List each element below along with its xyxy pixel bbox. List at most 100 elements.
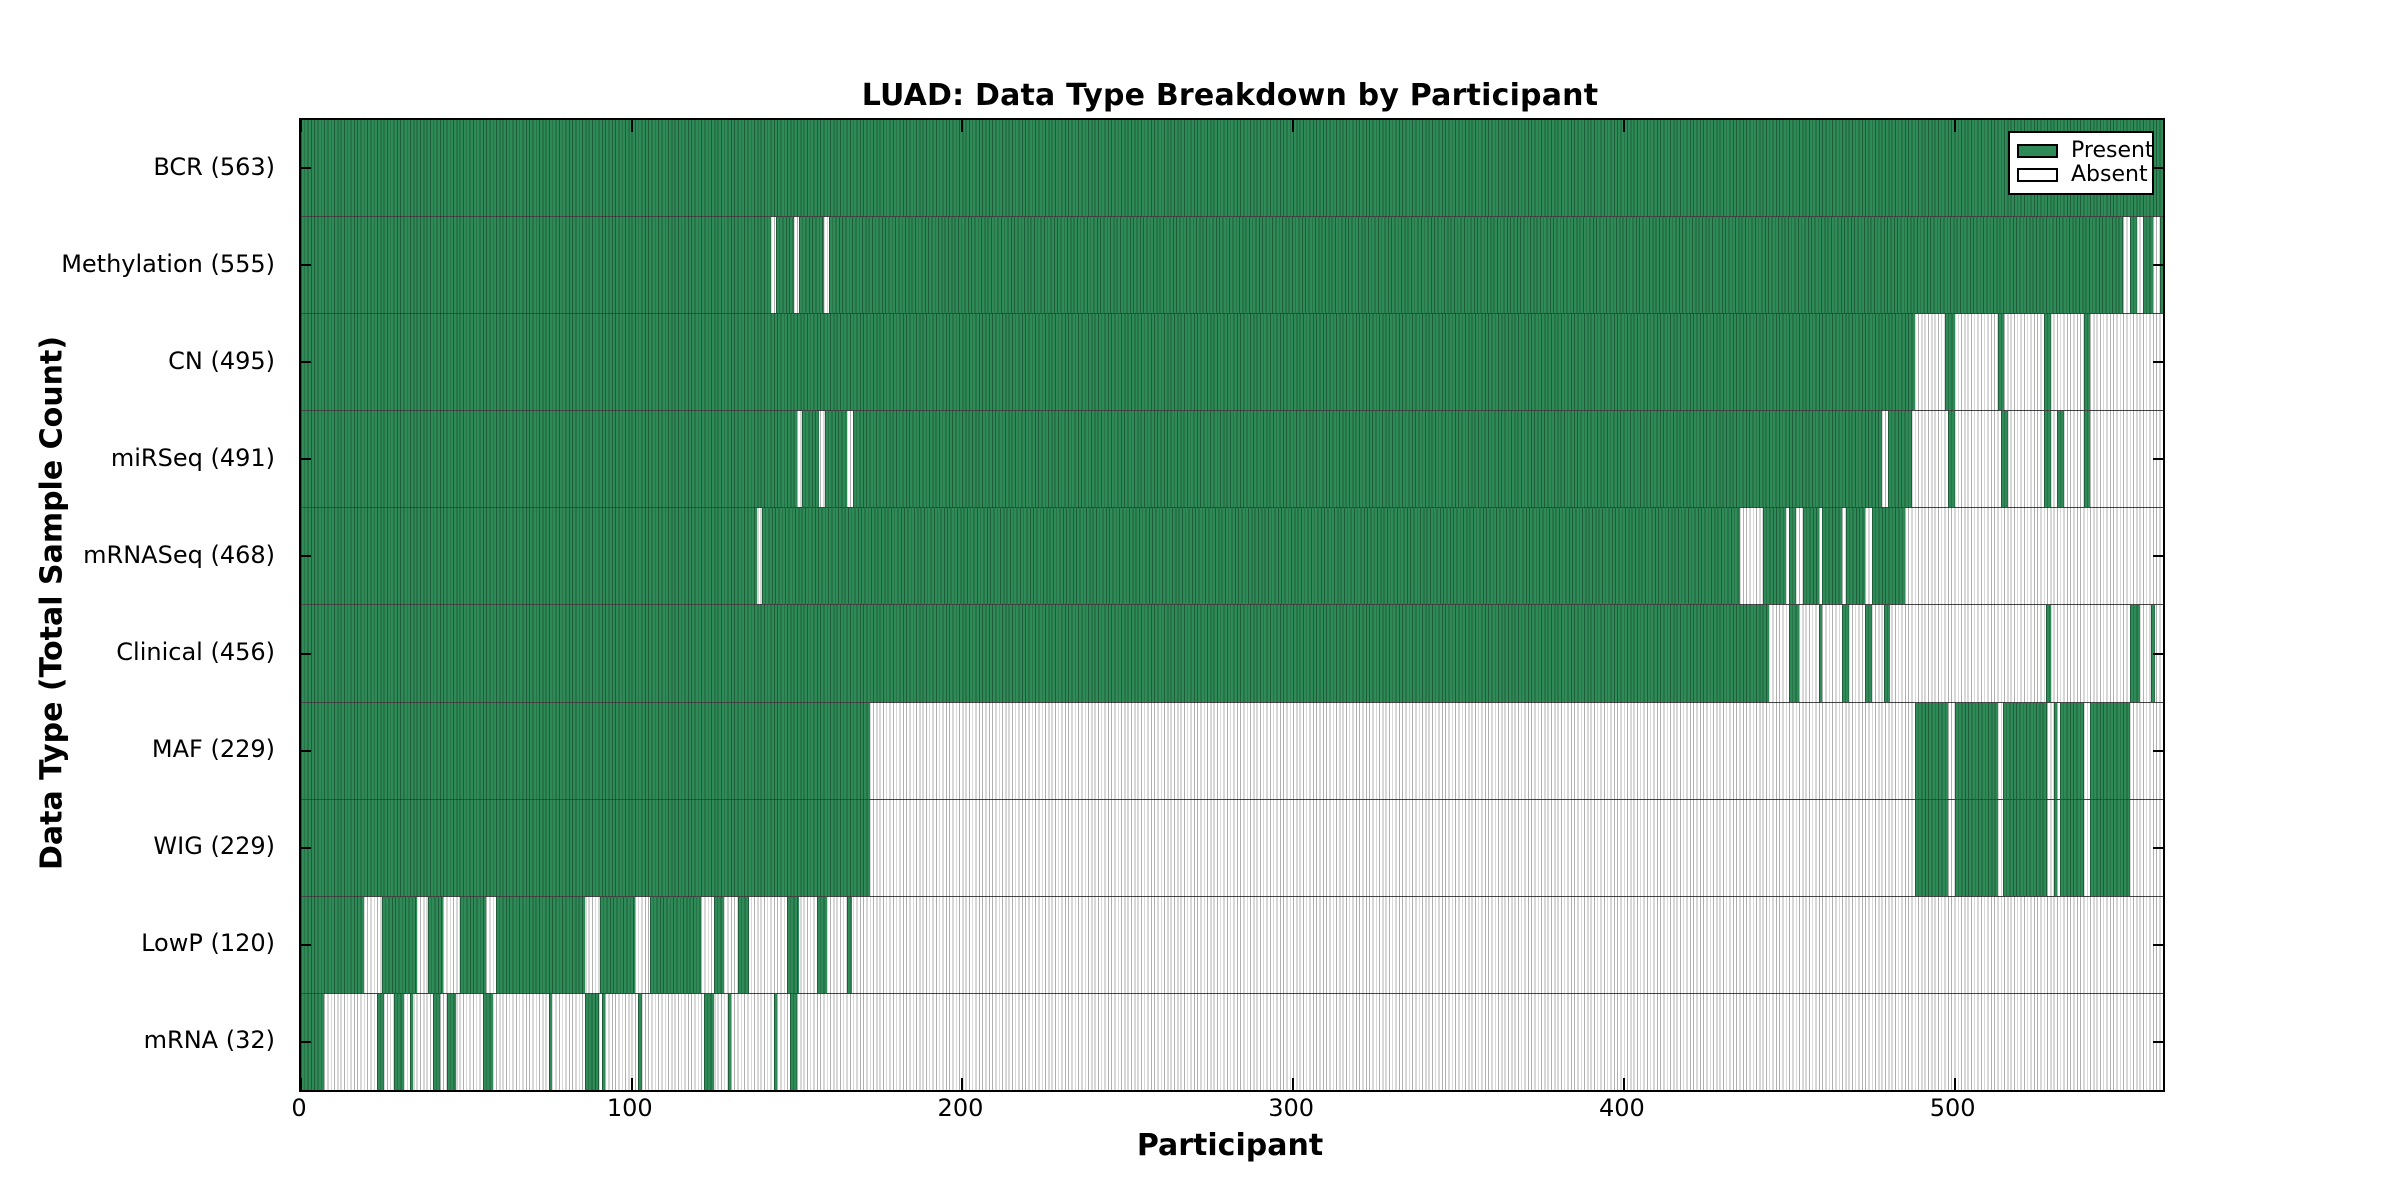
present-segment (762, 508, 1740, 605)
y-tick-mark (301, 1040, 311, 1043)
present-segment (828, 217, 2124, 314)
present-segment (2002, 702, 2048, 799)
present-segment (1914, 799, 1949, 896)
y-tick-mark (2153, 1040, 2163, 1043)
present-segment (2000, 411, 2008, 508)
chart-title: LUAD: Data Type Breakdown by Participant (861, 78, 1599, 113)
present-segment (1819, 605, 1823, 702)
legend-label-present: Present (2071, 138, 2154, 163)
present-segment (2083, 314, 2091, 411)
y-tick-mark (301, 167, 311, 170)
x-tick-mark (961, 1078, 964, 1090)
data-row-bcr (301, 120, 2163, 218)
y-tick-mark (301, 652, 311, 655)
y-tick-mark (301, 749, 311, 752)
x-tick-mark (1953, 120, 1956, 132)
x-axis-label: Participant (1136, 1128, 1324, 1163)
heatmap-rows (301, 120, 2163, 1090)
y-tick-label: LowP (120) (141, 928, 275, 957)
present-segment (301, 799, 870, 896)
y-tick-mark (2153, 361, 2163, 364)
data-row-clinical (301, 605, 2163, 703)
present-segment (1997, 314, 2005, 411)
present-segment (1954, 702, 1998, 799)
data-row-mrnaseq (301, 508, 2163, 606)
data-row-mirseq (301, 411, 2163, 509)
x-tick-label: 400 (1599, 1094, 1645, 1122)
y-tick-label: mRNASeq (468) (83, 540, 275, 569)
x-tick-label: 500 (1929, 1094, 1976, 1122)
x-tick-label: 100 (606, 1094, 653, 1122)
present-segment (790, 993, 798, 1090)
y-tick-label: mRNA (32) (143, 1025, 275, 1054)
y-tick-mark (301, 846, 311, 849)
present-segment (704, 993, 715, 1090)
y-tick-label: MAF (229) (151, 734, 275, 763)
y-tick-mark (2153, 652, 2163, 655)
data-row-maf (301, 702, 2163, 800)
plot-area: Present Absent (299, 118, 2165, 1092)
present-segment (1822, 508, 1843, 605)
present-segment (2002, 799, 2048, 896)
present-segment (301, 120, 2163, 217)
legend-entry-absent: Absent (2017, 164, 2148, 186)
present-segment (301, 411, 798, 508)
y-tick-mark (301, 361, 311, 364)
present-segment (433, 993, 440, 1090)
present-segment (428, 896, 444, 993)
legend-swatch-present (2017, 144, 2058, 158)
x-tick-mark (300, 120, 302, 132)
x-tick-mark (630, 1078, 633, 1090)
y-tick-label: CN (495) (168, 346, 275, 375)
present-segment (301, 217, 771, 314)
present-segment (727, 993, 731, 1090)
present-segment (825, 411, 847, 508)
y-tick-mark (2153, 943, 2163, 946)
present-segment (301, 605, 1770, 702)
present-segment (382, 896, 417, 993)
present-segment (1845, 508, 1866, 605)
present-segment (2083, 411, 2091, 508)
present-segment (1948, 411, 1955, 508)
present-segment (301, 702, 870, 799)
present-segment (1954, 799, 1998, 896)
x-axis-tick-labels: 0 100 200 300 400 500 (291, 1094, 2161, 1128)
present-segment (816, 896, 827, 993)
present-segment (2053, 799, 2058, 896)
present-segment (1802, 508, 1820, 605)
y-tick-mark (2153, 846, 2163, 849)
y-tick-mark (301, 555, 311, 558)
x-tick-mark (300, 1078, 302, 1090)
present-segment (2053, 702, 2058, 799)
present-segment (301, 314, 1915, 411)
present-segment (2060, 799, 2084, 896)
present-segment (2045, 605, 2051, 702)
data-row-mrna (301, 993, 2163, 1090)
present-segment (459, 896, 487, 993)
present-segment (714, 896, 725, 993)
present-segment (1888, 411, 1912, 508)
x-tick-label: 300 (1268, 1094, 1315, 1122)
present-segment (2129, 217, 2137, 314)
x-tick-mark (1953, 1078, 1956, 1090)
y-tick-label: Clinical (456) (116, 637, 275, 666)
present-segment (393, 993, 404, 1090)
present-segment (301, 508, 758, 605)
present-segment (787, 896, 799, 993)
present-segment (549, 993, 553, 1090)
present-segment (1762, 508, 1786, 605)
present-segment (2043, 411, 2051, 508)
y-tick-label: WIG (229) (153, 831, 275, 860)
x-tick-label: 200 (937, 1094, 984, 1122)
y-tick-mark (2153, 167, 2163, 170)
y-tick-mark (301, 458, 311, 461)
x-tick-mark (630, 120, 633, 132)
present-segment (301, 896, 364, 993)
data-row-lowp (301, 896, 2163, 994)
y-tick-label: BCR (563) (153, 152, 275, 181)
present-segment (853, 411, 1882, 508)
present-segment (846, 896, 852, 993)
present-segment (773, 993, 778, 1090)
present-segment (1789, 605, 1800, 702)
